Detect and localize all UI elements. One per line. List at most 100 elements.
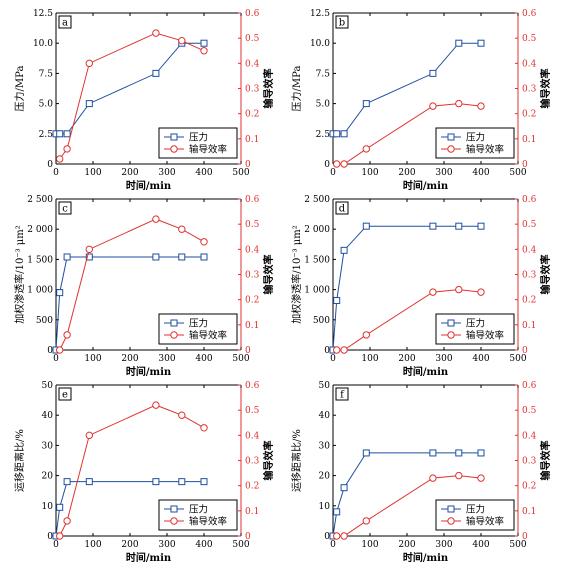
x-tick-label: 500 [509, 540, 526, 550]
y-tick-label: 500 [36, 316, 53, 326]
data-point [63, 130, 71, 138]
x-tick-label: 100 [84, 540, 101, 550]
data-point [85, 100, 93, 108]
data-point [429, 69, 437, 77]
data-point [63, 478, 71, 486]
x-tick-label: 300 [158, 540, 175, 550]
panel-label-box [58, 15, 72, 29]
legend-marker [170, 319, 178, 327]
x-tick-label: 100 [361, 354, 378, 364]
y-tick-label: 2 000 [27, 225, 53, 235]
panel-label: c [62, 204, 68, 215]
y-tick-label: 500 [313, 316, 330, 326]
y2-tick-label: 0.2 [245, 110, 259, 120]
y2-tick-label: 0.1 [522, 507, 536, 517]
data-point [340, 532, 348, 540]
data-point [340, 346, 348, 354]
y-tick-label: 1 000 [304, 286, 330, 296]
x-tick-label: 0 [53, 354, 59, 364]
data-point [56, 155, 64, 163]
data-point [56, 532, 64, 540]
y-tick-label: 40 [42, 411, 54, 421]
legend-marker [447, 319, 455, 327]
data-point [429, 288, 437, 296]
y-tick-label: 2 500 [304, 195, 330, 205]
y-axis-title: 加权渗透率/10⁻³ μm² [13, 225, 26, 324]
data-point [200, 424, 208, 432]
y2-tick-label: 0.4 [245, 59, 260, 69]
data-point [178, 36, 186, 45]
x-axis-title: 时间/min [403, 179, 449, 192]
panel-e: 0 100 200 300 400 5000102030405000.10.20.30.4… [13, 381, 275, 564]
data-point [333, 296, 341, 304]
panel-label: f [340, 390, 345, 401]
legend-box [158, 499, 238, 531]
y2-tick-label: 0.2 [522, 482, 536, 492]
y2-tick-label: 0 [245, 160, 251, 170]
x-axis-title: 时间/min [126, 365, 172, 378]
data-point [63, 253, 71, 261]
x-tick-label: 500 [232, 540, 249, 550]
y-tick-label: 2.5 [39, 130, 54, 140]
data-point [477, 449, 485, 457]
data-point [200, 39, 208, 47]
x-tick-label: 400 [195, 540, 212, 550]
x-tick-label: 400 [472, 540, 489, 550]
x-tick-label: 500 [509, 168, 526, 178]
data-point [85, 245, 94, 254]
y-tick-label: 0 [47, 346, 53, 356]
y2-tick-label: 0.5 [522, 220, 537, 230]
y-tick-label: 0 [47, 532, 53, 542]
y2-tick-label: 0.2 [245, 296, 259, 306]
data-point [152, 69, 160, 77]
legend-label: 压力 [466, 318, 485, 330]
x-tick-label: 300 [158, 168, 175, 178]
panel-label-box [58, 201, 72, 215]
data-point [152, 215, 160, 223]
y2-axis-title: 输导效率 [539, 441, 552, 481]
data-point [429, 102, 437, 110]
y-tick-label: 30 [42, 441, 54, 451]
legend-marker [447, 133, 455, 141]
legend-label: 压力 [466, 504, 485, 516]
y2-tick-label: 0.3 [522, 271, 537, 281]
legend-box [435, 499, 515, 531]
y-axis-title: 压力/MPa [290, 66, 303, 112]
y-axis-title: 加权渗透率/10⁻³ μm² [290, 225, 303, 324]
data-point [333, 508, 341, 516]
y-tick-label: 10.0 [310, 39, 330, 49]
legend-label: 压力 [466, 132, 485, 144]
data-point [340, 484, 348, 492]
panel-label-box [58, 387, 72, 401]
y2-tick-label: 0.6 [245, 9, 260, 19]
y-axis-title: 压力/MPa [13, 66, 26, 112]
x-axis-title: 时间/min [403, 551, 449, 564]
x-tick-label: 0 [330, 168, 336, 178]
y2-tick-label: 0.4 [522, 245, 537, 255]
data-point [429, 449, 437, 457]
panel-label-box [335, 15, 349, 29]
data-point [455, 39, 463, 47]
y2-tick-label: 0.3 [522, 85, 537, 95]
data-point [455, 285, 463, 294]
y-tick-label: 10.0 [33, 39, 53, 49]
legend-marker [170, 145, 178, 153]
legend-marker [447, 505, 455, 513]
x-tick-label: 0 [330, 354, 336, 364]
y-tick-label: 5.0 [316, 100, 331, 110]
y-tick-label: 2 500 [27, 195, 53, 205]
x-tick-label: 400 [472, 354, 489, 364]
y-tick-label: 0 [47, 160, 53, 170]
data-point [333, 532, 341, 540]
y2-tick-label: 0.2 [245, 482, 259, 492]
x-tick-label: 100 [84, 168, 101, 178]
y2-axis-title: 输导效率 [262, 255, 275, 295]
y-tick-label: 12.5 [310, 9, 330, 19]
y2-tick-label: 0.4 [522, 59, 537, 69]
